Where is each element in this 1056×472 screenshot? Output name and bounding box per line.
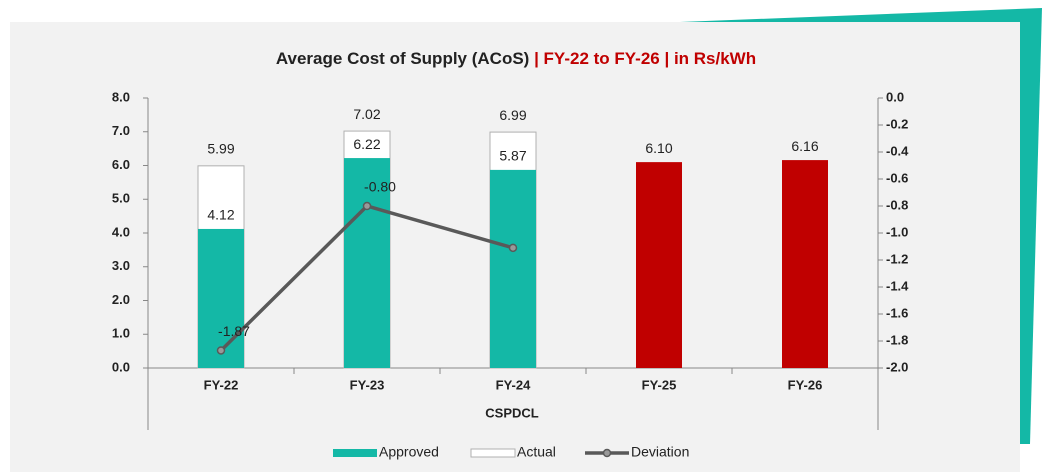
x-axis-label: CSPDCL [485, 405, 539, 420]
x-tick-label: FY-25 [642, 377, 677, 392]
y2-tick-label: -0.8 [886, 197, 908, 212]
y-tick-label: 5.0 [112, 191, 130, 206]
y2-tick-label: -1.0 [886, 224, 908, 239]
data-label: 5.99 [207, 141, 234, 157]
y2-tick-label: -1.6 [886, 305, 908, 320]
line-marker [216, 346, 226, 355]
y2-tick-label: -1.2 [886, 251, 908, 266]
legend-label: Approved [379, 444, 439, 460]
subtitle: | FY-22 to FY-26 | in Rs/kWh [534, 49, 756, 68]
y2-tick-label: -0.4 [886, 143, 909, 158]
y2-tick-label: -1.8 [886, 332, 908, 347]
x-tick-label: FY-23 [350, 377, 385, 392]
line-marker [362, 201, 372, 211]
x-tick-label: FY-24 [496, 377, 531, 392]
bar [344, 158, 390, 368]
data-label: 6.16 [791, 138, 818, 154]
y-tick-label: 3.0 [112, 258, 130, 273]
bar [490, 169, 536, 368]
y2-tick-label: -0.6 [886, 170, 908, 185]
y-tick-label: 0.0 [112, 359, 130, 374]
y2-tick-label: -1.4 [886, 278, 909, 293]
data-label: -0.80 [364, 179, 396, 195]
bar [198, 228, 244, 368]
data-label: -1.87 [218, 323, 250, 339]
data-label: 6.10 [645, 140, 672, 156]
y2-tick-label: 0.0 [886, 89, 904, 104]
y-tick-label: 8.0 [112, 89, 130, 104]
data-label: 6.99 [499, 107, 526, 123]
legend-label: Actual [517, 444, 556, 460]
x-tick-label: FY-22 [204, 377, 239, 392]
title: Average Cost of Supply (ACoS) [276, 49, 529, 68]
legend-swatch [333, 449, 377, 457]
chart-title: Average Cost of Supply (ACoS) | FY-22 to… [276, 49, 756, 68]
legend-swatch [470, 448, 516, 458]
line-marker [508, 243, 518, 253]
data-label: 4.12 [207, 207, 234, 223]
legend-swatch [602, 448, 612, 458]
y-tick-label: 6.0 [112, 157, 130, 172]
y-tick-label: 2.0 [112, 292, 130, 307]
y-tick-label: 7.0 [112, 123, 130, 138]
data-label: 7.02 [353, 106, 380, 122]
bar [636, 162, 682, 368]
data-label: 6.22 [353, 136, 380, 152]
y2-tick-label: -2.0 [886, 359, 908, 374]
y-tick-label: 4.0 [112, 224, 130, 239]
y2-tick-label: -0.2 [886, 116, 908, 131]
y-tick-label: 1.0 [112, 326, 130, 341]
legend-label: Deviation [631, 444, 689, 460]
x-tick-label: FY-26 [788, 377, 823, 392]
data-label: 5.87 [499, 148, 526, 164]
bar [782, 160, 828, 368]
